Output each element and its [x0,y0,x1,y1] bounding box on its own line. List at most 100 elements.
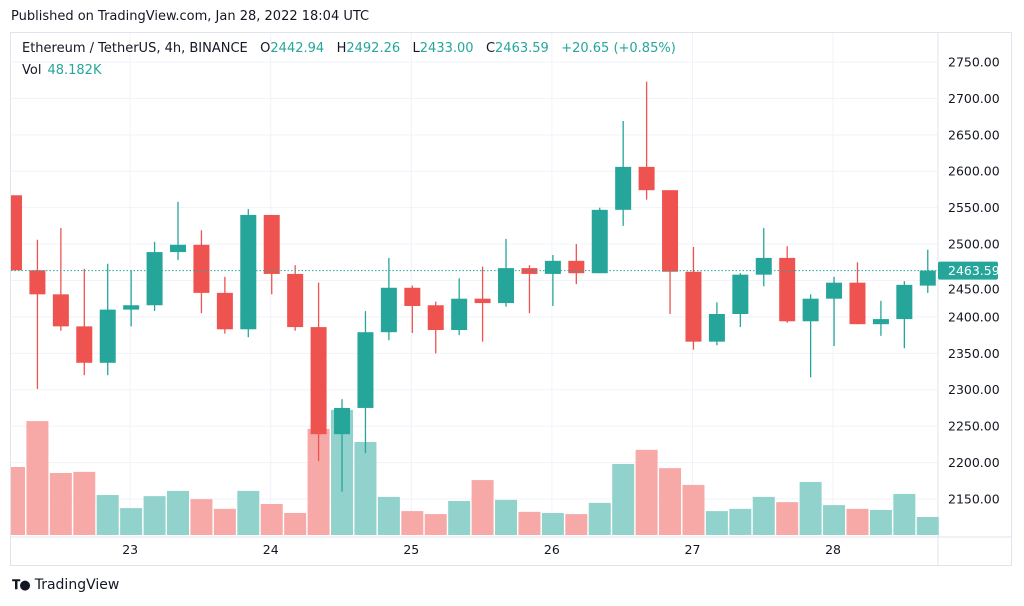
candle-body [263,214,280,274]
volume-bar [307,428,330,535]
volume-bar [448,501,471,535]
price-tick-label: 2250.00 [948,419,1000,434]
candle-body [568,260,585,274]
footer-brand[interactable]: TradingView [34,577,120,593]
volume-bar [565,514,588,535]
symbol-title[interactable]: Ethereum / TetherUS, 4h, BINANCE [22,41,248,56]
candle-body [310,327,327,435]
volume-bar [143,496,166,535]
volume-bar [377,496,400,535]
volume-bar [776,502,799,535]
candle-body [123,305,140,310]
volume-value: 48.182K [47,63,102,78]
price-tick-label: 2300.00 [948,382,1000,397]
time-tick-label: 24 [263,542,279,557]
tradingview-logo-icon[interactable]: 𝐓● [12,577,31,593]
candle-body [849,282,866,325]
price-tick-label: 2400.00 [948,309,1000,324]
volume-bar [190,499,213,535]
candle-body [498,268,515,304]
volume-bar [635,449,658,535]
volume-bar [541,512,564,535]
candle-body [404,287,421,306]
candle-body [615,166,632,210]
published-note: Published on TradingView.com, Jan 28, 20… [11,9,370,24]
volume-bar [799,481,822,535]
candle-body [685,271,702,342]
volume-bar [869,509,892,535]
candle-body [544,260,561,274]
volume-bar [916,517,939,535]
volume-bar [354,441,377,535]
volume-bar [284,512,307,535]
price-tick-label: 2200.00 [948,455,1000,470]
volume-bar [659,468,682,535]
low-value: 2433.00 [419,41,474,56]
candle-body [872,319,889,325]
volume-bar [11,467,25,535]
candle-body [826,282,843,299]
time-tick-label: 25 [403,542,419,557]
close-value: 2463.59 [495,41,549,56]
volume-bar [49,472,72,535]
volume-bar [846,508,869,535]
candle-body [240,214,257,330]
candle-body [52,294,69,327]
volume-bar [73,471,96,535]
candle-body [380,287,397,333]
candle-body [919,270,936,286]
volume-bar [471,480,494,535]
candle-body [662,190,679,272]
time-tick-label: 27 [685,542,701,557]
high-value: 2492.26 [346,41,401,56]
candle-body [638,166,655,191]
candle-body [99,309,116,363]
volume-bar [495,499,518,535]
price-tick-label: 2150.00 [948,491,1000,506]
volume-bar [237,490,260,535]
candle-body [170,244,187,253]
candle-body [802,298,819,322]
candle-body [732,274,749,314]
last-price-badge [938,261,998,280]
volume-bar [424,514,447,535]
last-price-label: 2463.59 [948,263,1000,278]
chart-frame [10,32,1012,566]
volume-bar [213,508,236,535]
ohlc-legend: Ethereum / TetherUS, 4h, BINANCE O2442.9… [22,41,676,56]
candle-body [451,298,468,331]
open-value: 2442.94 [270,41,325,56]
footer: 𝐓● TradingView [12,577,119,593]
time-tick-label: 23 [122,542,138,557]
open-label: O [260,41,271,56]
price-tick-label: 2700.00 [948,91,1000,106]
candle-body [896,284,913,320]
price-tick-label: 2350.00 [948,346,1000,361]
time-tick-label: 28 [825,542,841,557]
volume-bar [612,464,635,535]
price-tick-label: 2750.00 [948,55,1000,70]
volume-bar [752,496,775,535]
volume-legend: Vol 48.182K [22,63,101,78]
volume-bar [518,511,541,535]
price-tick-label: 2450.00 [948,282,1000,297]
candle-body [334,407,351,435]
candle-body [779,257,796,322]
candle-body [216,292,233,330]
low-label: L [412,41,420,56]
volume-bar [729,508,752,535]
volume-bar [26,421,49,535]
candle-body [755,257,772,275]
volume-bar [260,503,283,535]
price-tick-label: 2600.00 [948,164,1000,179]
candle-body [11,195,22,271]
time-tick-label: 26 [544,542,560,557]
volume-bar [588,502,611,535]
price-tick-label: 2550.00 [948,200,1000,215]
candle-body [29,270,46,295]
price-tick-label: 2500.00 [948,237,1000,252]
candle-body [193,244,210,293]
candle-body [146,252,163,306]
high-label: H [336,41,347,56]
